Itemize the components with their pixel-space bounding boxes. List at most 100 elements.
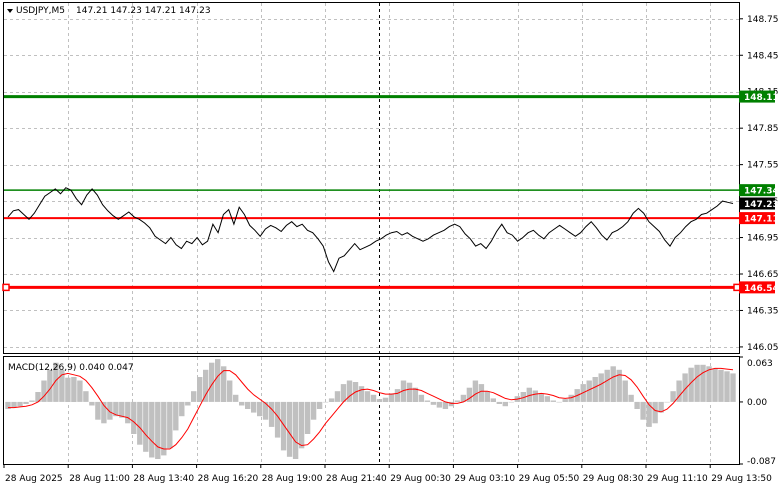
macd-histogram-bar: [568, 394, 574, 402]
macd-histogram-bar: [442, 401, 449, 409]
price-panel-border: [3, 2, 740, 354]
macd-histogram-bar: [550, 400, 556, 402]
macd-histogram-bar: [418, 394, 425, 402]
macd-histogram-bar: [334, 391, 341, 402]
macd-histogram-bar: [712, 368, 718, 402]
macd-histogram-bar: [107, 401, 113, 420]
time-tick-label: 28 Aug 2025: [5, 474, 63, 484]
time-tick-label: 28 Aug 16:20: [198, 474, 259, 484]
macd-histogram-bar: [257, 401, 263, 417]
macd-histogram-bar: [538, 393, 544, 402]
macd-histogram-bar: [604, 369, 610, 402]
price-tick-label: 146.65: [747, 270, 779, 280]
macd-histogram-bar: [478, 384, 485, 402]
macd-histogram-bar: [149, 401, 155, 458]
time-tick-label: 28 Aug 11:00: [69, 474, 130, 484]
macd-histogram-bar: [304, 401, 311, 434]
time-tick-label: 28 Aug 21:40: [326, 474, 387, 484]
level-tag: 146.54: [744, 284, 779, 294]
macd-histogram-bar: [245, 401, 251, 409]
level-tag: 147.11: [744, 215, 779, 225]
macd-histogram-bar: [274, 401, 281, 438]
macd-histogram-bar: [131, 401, 137, 434]
time-tick-label: 28 Aug 19:00: [262, 474, 323, 484]
macd-histogram-bar: [179, 401, 185, 417]
macd-histogram-bar: [292, 401, 299, 459]
macd-histogram-bar: [526, 387, 532, 402]
macd-histogram-bar: [388, 393, 395, 402]
macd-histogram-bar: [544, 396, 550, 402]
macd-histogram-bar: [706, 366, 712, 402]
time-tick-label: 29 Aug 08:30: [583, 474, 644, 484]
macd-histogram-bar: [592, 377, 598, 402]
macd-histogram-bar: [532, 390, 538, 402]
level-tag-bg: [739, 212, 775, 225]
macd-histogram-bar: [268, 401, 275, 427]
macd-tick-label: 0.00: [747, 398, 767, 408]
macd-histogram-bar: [310, 401, 317, 420]
macd-histogram-bar: [17, 401, 23, 407]
macd-histogram-bar: [670, 391, 676, 402]
macd-histogram-bar: [700, 364, 706, 402]
symbol-label: USDJPY,M5: [16, 6, 65, 16]
macd-histogram-bar: [400, 380, 407, 402]
level-tag: 148.11: [744, 93, 779, 103]
level-tag: 147.34: [744, 187, 779, 197]
macd-histogram-bar: [125, 401, 131, 424]
level-tag-bg: [739, 90, 775, 103]
time-tick-label: 28 Aug 13:40: [133, 474, 194, 484]
macd-histogram-bar: [364, 391, 371, 402]
macd-histogram-bar: [280, 401, 287, 451]
macd-histogram-bar: [41, 380, 47, 402]
macd-tick-label: 0.063: [747, 359, 773, 369]
macd-histogram-bar: [610, 366, 616, 402]
macd-indicator-label: MACD(12,26,9) 0.040 0.047: [8, 363, 134, 373]
price-tick-label: 147.55: [747, 161, 779, 171]
time-tick-label: 29 Aug 11:10: [647, 474, 708, 484]
symbol-dropdown-icon[interactable]: [7, 9, 13, 13]
macd-histogram-bar: [622, 380, 628, 402]
macd-histogram-bar: [688, 367, 694, 402]
macd-histogram-bar: [143, 401, 149, 452]
macd-histogram-bar: [424, 400, 431, 402]
time-tick-label: 29 Aug 03:10: [454, 474, 515, 484]
level-anchor-left: [2, 283, 10, 292]
last-price-tag: 147.23: [744, 200, 779, 210]
price-axis: 148.75148.45148.15147.85147.55147.25146.…: [739, 15, 779, 353]
macd-histogram-bar: [53, 362, 59, 402]
macd-tick-label: -0.087: [747, 457, 776, 467]
macd-histogram-bar: [562, 399, 568, 402]
macd-histogram-bar: [251, 401, 257, 413]
macd-histogram-bar: [227, 380, 233, 402]
macd-histogram-bar: [340, 384, 347, 402]
macd-histogram-bar: [5, 401, 11, 409]
macd-histogram-bar: [520, 392, 526, 402]
price-tick-label: 146.95: [747, 234, 779, 244]
macd-histogram-bar: [65, 377, 71, 402]
macd-histogram-bar: [676, 380, 682, 402]
macd-histogram-bar: [286, 401, 293, 457]
macd-histogram-bar: [634, 401, 640, 409]
macd-histogram-bar: [598, 373, 604, 402]
macd-histogram-bar: [185, 401, 191, 406]
macd-histogram-bar: [490, 398, 496, 402]
macd-histogram-bar: [412, 387, 419, 402]
price-line: [7, 187, 734, 273]
macd-histogram-bar: [221, 366, 227, 402]
macd-histogram-bar: [59, 369, 65, 402]
macd-histogram-bar: [71, 377, 77, 402]
macd-axis: 0.063 0.00 -0.087: [739, 356, 776, 467]
macd-histogram-bar: [328, 398, 335, 402]
price-tick-label: 147.85: [747, 124, 779, 134]
macd-histogram-bar: [346, 380, 353, 402]
price-grid: [4, 3, 739, 353]
macd-histogram-bar: [239, 401, 245, 406]
macd-histogram-bar: [316, 401, 323, 409]
macd-histogram-bar: [358, 386, 365, 402]
macd-histogram-bar: [113, 401, 119, 417]
price-tick-label: 146.35: [747, 306, 779, 316]
macd-histogram-bar: [394, 389, 401, 402]
macd-histogram-bar: [209, 362, 215, 402]
macd-histogram-bar: [448, 401, 455, 407]
